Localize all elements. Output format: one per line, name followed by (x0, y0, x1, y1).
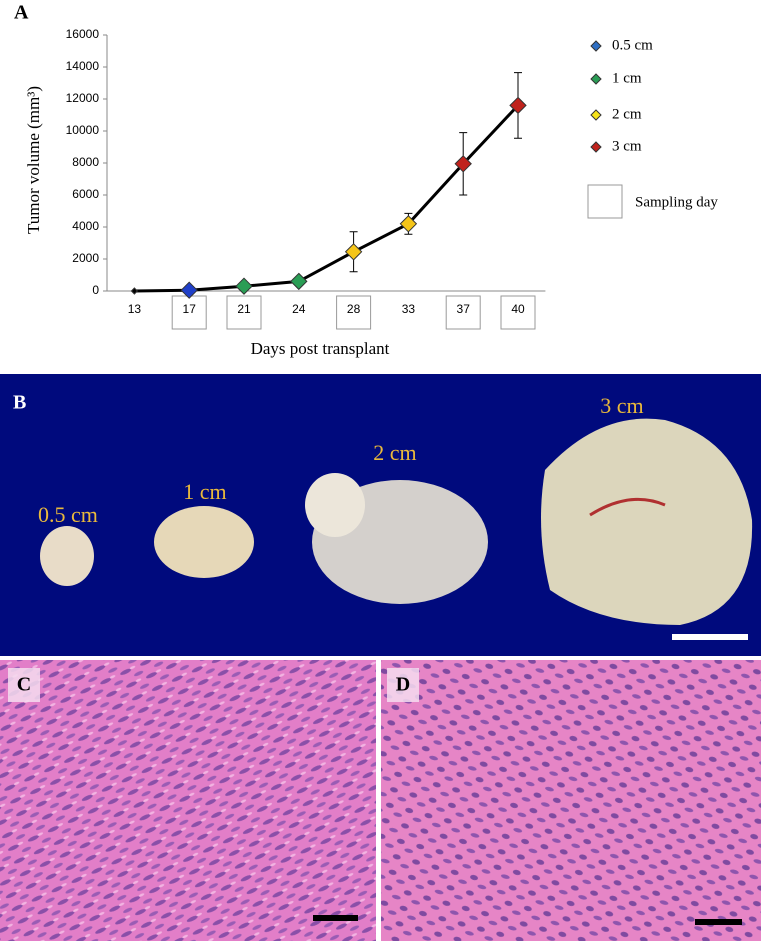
x-axis-label: Days post transplant (251, 339, 390, 358)
size-label: 2 cm (373, 440, 416, 465)
y-tick-label: 14000 (66, 59, 100, 73)
y-tick-label: 12000 (66, 91, 100, 105)
y-tick-label: 16000 (66, 27, 100, 41)
data-point (399, 215, 418, 233)
panel-label: A (14, 2, 29, 24)
sampling-box (500, 295, 536, 330)
data-point (130, 287, 139, 295)
panel-label: C (17, 674, 31, 696)
tumor-photo (305, 473, 365, 537)
legend-marker (590, 109, 602, 121)
data-point (454, 155, 472, 173)
legend-marker (590, 141, 602, 153)
data-point (509, 96, 527, 115)
y-tick-label: 4000 (72, 219, 99, 233)
x-tick-label: 37 (457, 302, 471, 316)
data-line (134, 104, 520, 293)
data-point (180, 281, 198, 299)
tumor-photo (154, 506, 254, 578)
y-tick-label: 10000 (66, 123, 100, 137)
y-tick-label: 8000 (72, 155, 99, 169)
sampling-box (226, 295, 262, 330)
legend-label: Sampling day (635, 194, 718, 210)
tumor-photo (541, 418, 753, 625)
vessel (589, 497, 666, 517)
legend-label: 3 cm (612, 138, 642, 154)
x-tick-label: 33 (402, 302, 416, 316)
y-tick-label: 0 (92, 283, 99, 297)
legend-label: 2 cm (612, 106, 642, 122)
legend-marker (590, 40, 602, 52)
tumor-photo (40, 526, 94, 586)
histology-image (0, 660, 376, 941)
panel-label: D (396, 674, 410, 696)
legend-label: 1 cm (612, 70, 642, 86)
label-box (387, 668, 419, 702)
y-tick-label: 2000 (72, 251, 99, 265)
x-tick-label: 24 (292, 302, 306, 316)
label-box (8, 668, 40, 702)
sampling-box (445, 295, 481, 330)
legend-label: 0.5 cm (612, 37, 653, 53)
histology-image (381, 660, 761, 941)
panel-label: B (13, 392, 26, 414)
sampling-box (336, 295, 372, 330)
x-tick-label: 21 (237, 302, 251, 316)
data-point (344, 243, 363, 261)
data-point (235, 277, 253, 295)
legend-marker (590, 73, 602, 85)
data-point (290, 272, 308, 291)
y-tick-label: 6000 (72, 187, 99, 201)
y-axis-label: Tumor volume (mm³) (24, 86, 43, 234)
size-label: 3 cm (600, 393, 643, 418)
x-tick-label: 40 (511, 302, 525, 316)
x-tick-label: 13 (128, 302, 142, 316)
legend-box (587, 184, 623, 219)
x-tick-label: 17 (183, 302, 197, 316)
x-tick-label: 28 (347, 302, 361, 316)
size-label: 0.5 cm (38, 502, 98, 527)
chart: 0 2000 4000 6000 8000 10000 12000 14000 16000 13 1… (24, 27, 719, 358)
size-label: 1 cm (183, 479, 226, 504)
